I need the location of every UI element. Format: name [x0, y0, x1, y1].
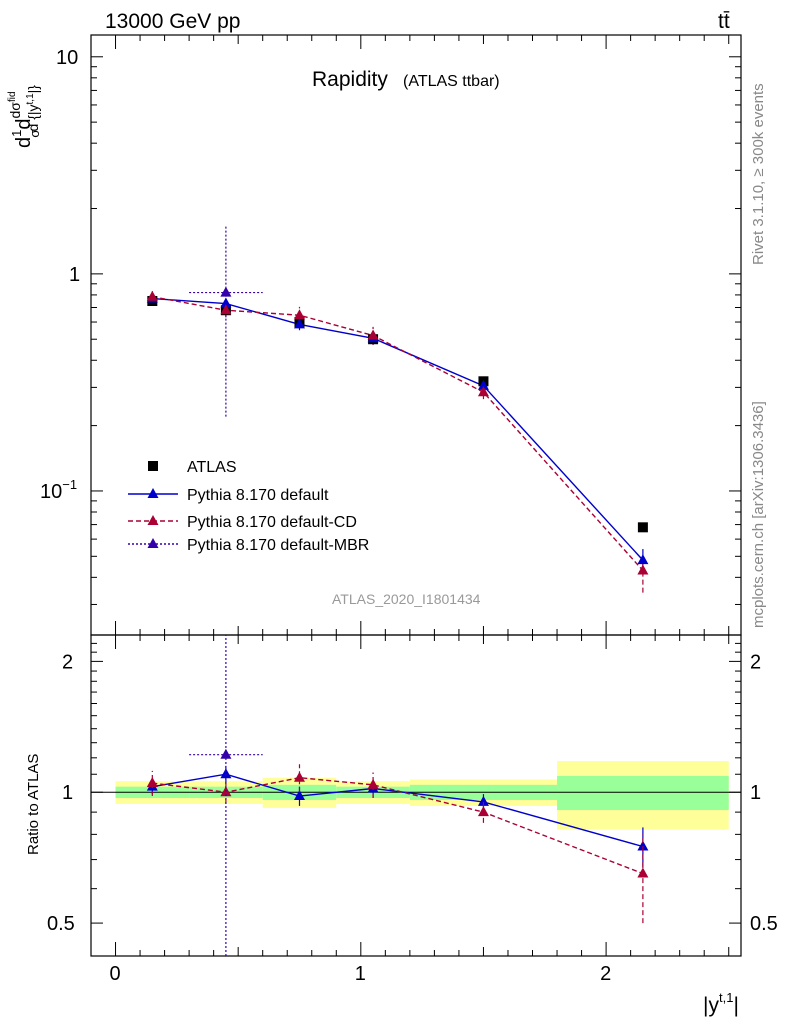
- legend-label-cd: Pythia 8.170 default-CD: [187, 514, 357, 531]
- ratio-axis-ticks: 0.5 0.5 1 1 2 2: [47, 642, 778, 935]
- legend-entry-atlas: ATLAS: [148, 459, 237, 476]
- legend-label-default: Pythia 8.170 default: [187, 487, 329, 504]
- ratio-point-default: [477, 795, 489, 806]
- series-line-cd: [152, 296, 644, 571]
- data-point-default: [220, 297, 232, 308]
- x-axis-label-text: |yt,1|: [703, 990, 739, 1017]
- ratio-frame: [90, 634, 742, 957]
- ratio-series-layer: [146, 635, 649, 956]
- x-axis-label: |yt,1|: [703, 990, 739, 1017]
- main-y-tick-label: 1: [69, 264, 80, 286]
- chart-title: Rapidity: [312, 68, 388, 91]
- ratio-point-mbr: [220, 748, 232, 759]
- data-point-cd: [637, 564, 649, 575]
- series-line-default: [152, 297, 644, 561]
- ratio-point-cd: [367, 778, 379, 789]
- x-tick-label: 1: [355, 963, 366, 985]
- legend-entry-mbr: Pythia 8.170 default-MBR: [128, 537, 369, 554]
- main-y-tick-label: 10−1: [40, 477, 77, 503]
- legend-marker-cd: [147, 515, 159, 525]
- ratio-line-cd: [152, 776, 644, 875]
- data-point-atlas: [637, 522, 648, 533]
- ratio-y-axis-label: Ratio to ATLAS: [25, 754, 42, 855]
- data-point-default: [637, 554, 649, 565]
- process-label: tt̄: [718, 10, 730, 33]
- ratio-point-cd: [637, 867, 649, 878]
- ratio-y-tick-label-right: 0.5: [750, 913, 778, 935]
- legend-marker-atlas: [148, 461, 158, 471]
- rivet-version-label: Rivet 3.1.10, ≥ 300k events: [750, 83, 767, 265]
- ratio-point-cd: [477, 806, 489, 817]
- legend-entry-cd: Pythia 8.170 default-CD: [128, 514, 357, 531]
- ratio-point-cd: [293, 771, 305, 782]
- data-point-cd: [477, 386, 489, 397]
- legend-label-mbr: Pythia 8.170 default-MBR: [187, 537, 369, 554]
- ratio-y-tick-label-left: 2: [62, 651, 73, 673]
- mcplots-label: mcplots.cern.ch [arXiv:1306.3436]: [750, 401, 767, 628]
- legend-marker-default: [147, 488, 159, 498]
- data-point-cd: [146, 290, 158, 301]
- main-y-axis-label: d1 σddσfidd {|yt,1|}: [7, 85, 42, 148]
- y-axis-label-text: d1 σddσfidd {|yt,1|}: [7, 85, 42, 148]
- energy-label: 13000 GeV pp: [105, 10, 240, 33]
- data-point-cd: [220, 304, 232, 315]
- x-tick-label: 2: [600, 963, 611, 985]
- x-tick-label: 0: [110, 963, 121, 985]
- ratio-point-cd: [146, 777, 158, 788]
- data-point-default: [477, 379, 489, 390]
- main-y-tick-label: 10: [56, 47, 78, 69]
- data-point-cd: [293, 309, 305, 320]
- ratio-point-default: [637, 840, 649, 851]
- ratio-y-tick-label-left: 0.5: [47, 913, 75, 935]
- main-axis-ticks: 10−1 1 10 0 1 2: [40, 35, 741, 985]
- ratio-band-inner: [557, 775, 729, 811]
- ratio-y-tick-label-right: 1: [750, 782, 761, 804]
- legend-entry-default: Pythia 8.170 default: [128, 487, 329, 504]
- legend-marker-mbr: [147, 538, 159, 548]
- ratio-y-tick-label-right: 2: [750, 651, 761, 673]
- analysis-watermark: ATLAS_2020_I1801434: [332, 591, 481, 607]
- ratio-point-default: [220, 768, 232, 779]
- main-series-layer: [146, 225, 649, 593]
- legend-label-atlas: ATLAS: [187, 459, 237, 476]
- ratio-point-default: [293, 790, 305, 801]
- data-point-mbr: [220, 286, 232, 297]
- chart-title-suffix: (ATLAS ttbar): [403, 73, 500, 90]
- data-point-default: [293, 318, 305, 329]
- ratio-panel: 0.5 0.5 1 1 2 2 Ratio to ATLAS: [25, 634, 778, 957]
- data-point-cd: [367, 329, 379, 340]
- ratio-line-default: [152, 773, 644, 848]
- legend: ATLAS Pythia 8.170 default Pythia 8.170 …: [128, 459, 369, 554]
- main-panel: 10−1 1 10 0 1 2 Rapidity (ATLAS ttbar) ATLAS_…: [7, 34, 742, 985]
- ratio-y-tick-label-left: 1: [62, 782, 73, 804]
